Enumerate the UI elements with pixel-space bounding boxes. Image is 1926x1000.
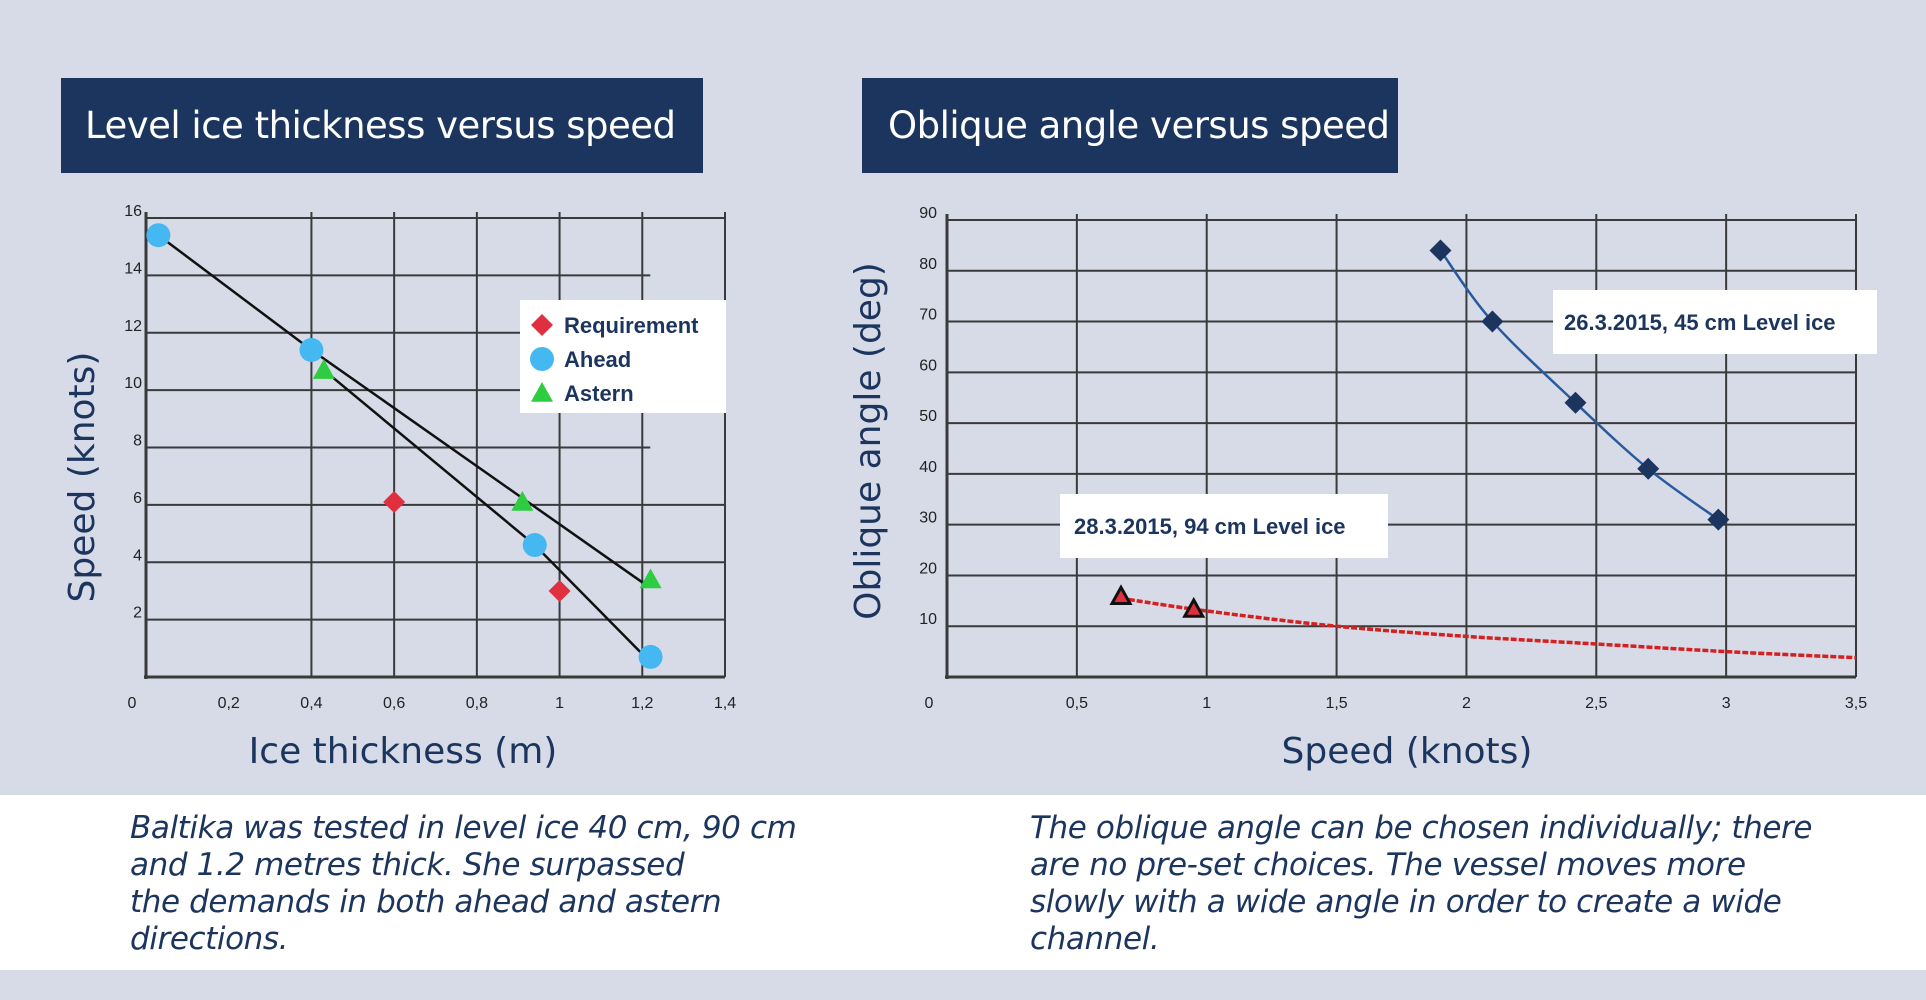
y-tick-label: 8 [133,433,142,450]
y-tick-label: 4 [133,547,142,564]
caption-band [0,795,1926,970]
x-axis-title: Ice thickness (m) [249,731,558,772]
annotation-label: 28.3.2015, 94 cm Level ice [1074,514,1346,539]
data-point-94cm [1182,596,1206,618]
data-point-ahead [146,223,171,248]
y-tick-label: 14 [124,260,142,277]
y-tick-label: 6 [133,490,142,507]
y-tick-label: 30 [919,510,937,527]
x-tick-label: 1,4 [714,695,736,712]
y-tick-label: 20 [919,560,937,577]
data-point-45cm [1429,239,1452,262]
data-point-ahead [522,533,547,558]
x-tick-label: 1 [1202,695,1211,712]
x-tick-label: 0,8 [466,695,488,712]
right-caption: The oblique angle can be chosen individu… [1030,810,1813,957]
legend-label: Requirement [564,313,699,338]
y-tick-label: 90 [919,205,937,222]
y-tick-label: 60 [919,357,937,374]
data-point-94cm [1109,584,1133,605]
x-tick-label: 2,5 [1585,695,1607,712]
x-axis-title: Speed (knots) [1282,731,1533,772]
y-tick-label: 16 [124,203,142,220]
x-tick-label: 3,5 [1845,695,1867,712]
chart-grid [945,214,1857,679]
data-point-45cm [1481,310,1504,333]
x-tick-label: 0,6 [383,695,405,712]
data-point-astern [312,359,335,379]
chart-grid [144,212,726,679]
annotation-label: 26.3.2015, 45 cm Level ice [1564,310,1836,335]
x-tick-label: 1,2 [631,695,653,712]
data-point-45cm [1564,391,1587,414]
legend-marker [531,382,553,402]
y-tick-label: 80 [919,256,937,273]
data-point-astern [639,568,662,589]
x-tick-label: 0,2 [218,695,240,712]
y-tick-label: 10 [919,611,937,628]
annotation-box [1060,494,1388,558]
left-caption: Baltika was tested in level ice 40 cm, 9… [130,810,797,957]
data-point-ahead [638,644,663,669]
y-axis-title: Speed (knots) [62,352,103,603]
x-tick-label: 1 [555,695,564,712]
legend-label: Ahead [564,347,631,372]
annotation-94cm: 28.3.2015, 94 cm Level ice [1060,494,1388,558]
ice-thickness-chart: 0 0,2 0,4 0,6 0,8 1 1,2 1,4 2 4 6 8 10 12 14 16 Ice thic… [62,203,736,772]
y-axis-title: Oblique angle (deg) [848,262,889,620]
legend-marker [530,347,554,371]
annotation-45cm: 26.3.2015, 45 cm Level ice [1553,290,1877,354]
legend-box [520,300,726,413]
x-tick-label: 0 [128,695,137,712]
x-tick-label: 0,5 [1066,695,1088,712]
x-tick-label: 3 [1722,695,1731,712]
left-chart-title: Level ice thickness versus speed [61,78,703,173]
y-tick-label: 12 [124,318,142,335]
x-tick-label: 0 [925,695,934,712]
oblique-angle-chart: 0 0,5 1 1,5 2 2,5 3 3,5 10 20 30 40 50 60 70 80 90 Speed … [848,205,1877,772]
y-tick-label: 70 [919,307,937,324]
data-point-requirement [383,491,406,514]
annotation-box [1553,290,1877,354]
data-point-ahead [299,337,324,362]
right-chart-title: Oblique angle versus speed [862,78,1398,173]
y-tick-label: 10 [124,375,142,392]
legend-label: Astern [564,381,634,406]
data-point-requirement [548,579,571,602]
y-tick-label: 40 [919,459,937,476]
y-tick-label: 2 [133,605,142,622]
x-tick-label: 0,4 [300,695,322,712]
chart-legend: Requirement Ahead Astern [520,300,726,413]
legend-marker [531,314,553,336]
x-tick-label: 1,5 [1325,695,1347,712]
data-point-45cm [1637,457,1660,480]
trend-line-94cm [1120,596,1857,660]
x-tick-label: 2 [1462,695,1471,712]
y-tick-label: 50 [919,408,937,425]
data-point-astern [511,491,534,511]
